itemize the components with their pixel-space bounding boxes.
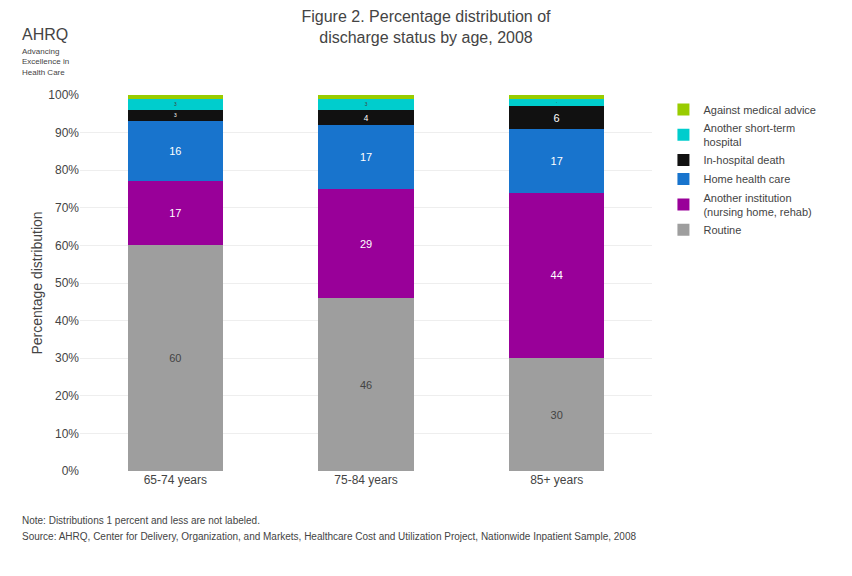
svg-text:4: 4	[364, 114, 369, 123]
svg-text:3: 3	[174, 102, 177, 107]
svg-text:60: 60	[169, 352, 181, 364]
svg-text:40%: 40%	[55, 314, 79, 328]
svg-text:17: 17	[551, 155, 563, 167]
svg-text:0%: 0%	[62, 464, 80, 478]
svg-text:AHRQ: AHRQ	[22, 26, 68, 43]
svg-text:Home health care: Home health care	[703, 173, 790, 185]
svg-text:44: 44	[551, 269, 563, 281]
svg-text:Source: AHRQ, Center for Deliv: Source: AHRQ, Center for Delivery, Organ…	[22, 531, 636, 542]
svg-text:In-hospital death: In-hospital death	[703, 154, 784, 166]
svg-text:Another institution(nursing ho: Another institution(nursing home, rehab)	[703, 192, 811, 218]
svg-text:17: 17	[360, 151, 372, 163]
svg-text:Note: Distributions 1 percent: Note: Distributions 1 percent and less a…	[22, 515, 260, 526]
svg-text:70%: 70%	[55, 201, 79, 215]
svg-text:20%: 20%	[55, 389, 79, 403]
svg-text:30: 30	[551, 409, 563, 421]
svg-text:Routine: Routine	[703, 224, 741, 236]
svg-text:2: 2	[556, 102, 557, 103]
svg-text:AdvancingExcellence inHealth C: AdvancingExcellence inHealth Care	[22, 47, 69, 77]
svg-text:16: 16	[169, 145, 181, 157]
svg-text:6: 6	[554, 112, 560, 124]
svg-text:75-84 years: 75-84 years	[334, 473, 397, 487]
svg-text:46: 46	[360, 379, 372, 391]
svg-text:Figure 2. Percentage distribut: Figure 2. Percentage distribution ofdisc…	[301, 8, 551, 46]
svg-text:80%: 80%	[55, 163, 79, 177]
svg-text:90%: 90%	[55, 126, 79, 140]
svg-text:3: 3	[365, 102, 368, 107]
svg-text:50%: 50%	[55, 276, 79, 290]
svg-text:17: 17	[169, 207, 181, 219]
svg-text:10%: 10%	[55, 427, 79, 441]
svg-text:Percentage distribution: Percentage distribution	[29, 211, 45, 354]
svg-text:65-74 years: 65-74 years	[144, 473, 207, 487]
svg-text:Against medical advice: Against medical advice	[703, 104, 816, 116]
svg-text:3: 3	[174, 113, 177, 118]
svg-text:85+ years: 85+ years	[530, 473, 583, 487]
svg-text:Another short-termhospital: Another short-termhospital	[703, 122, 795, 148]
svg-text:29: 29	[360, 238, 372, 250]
svg-text:60%: 60%	[55, 239, 79, 253]
svg-text:100%: 100%	[48, 88, 79, 102]
svg-text:30%: 30%	[55, 351, 79, 365]
